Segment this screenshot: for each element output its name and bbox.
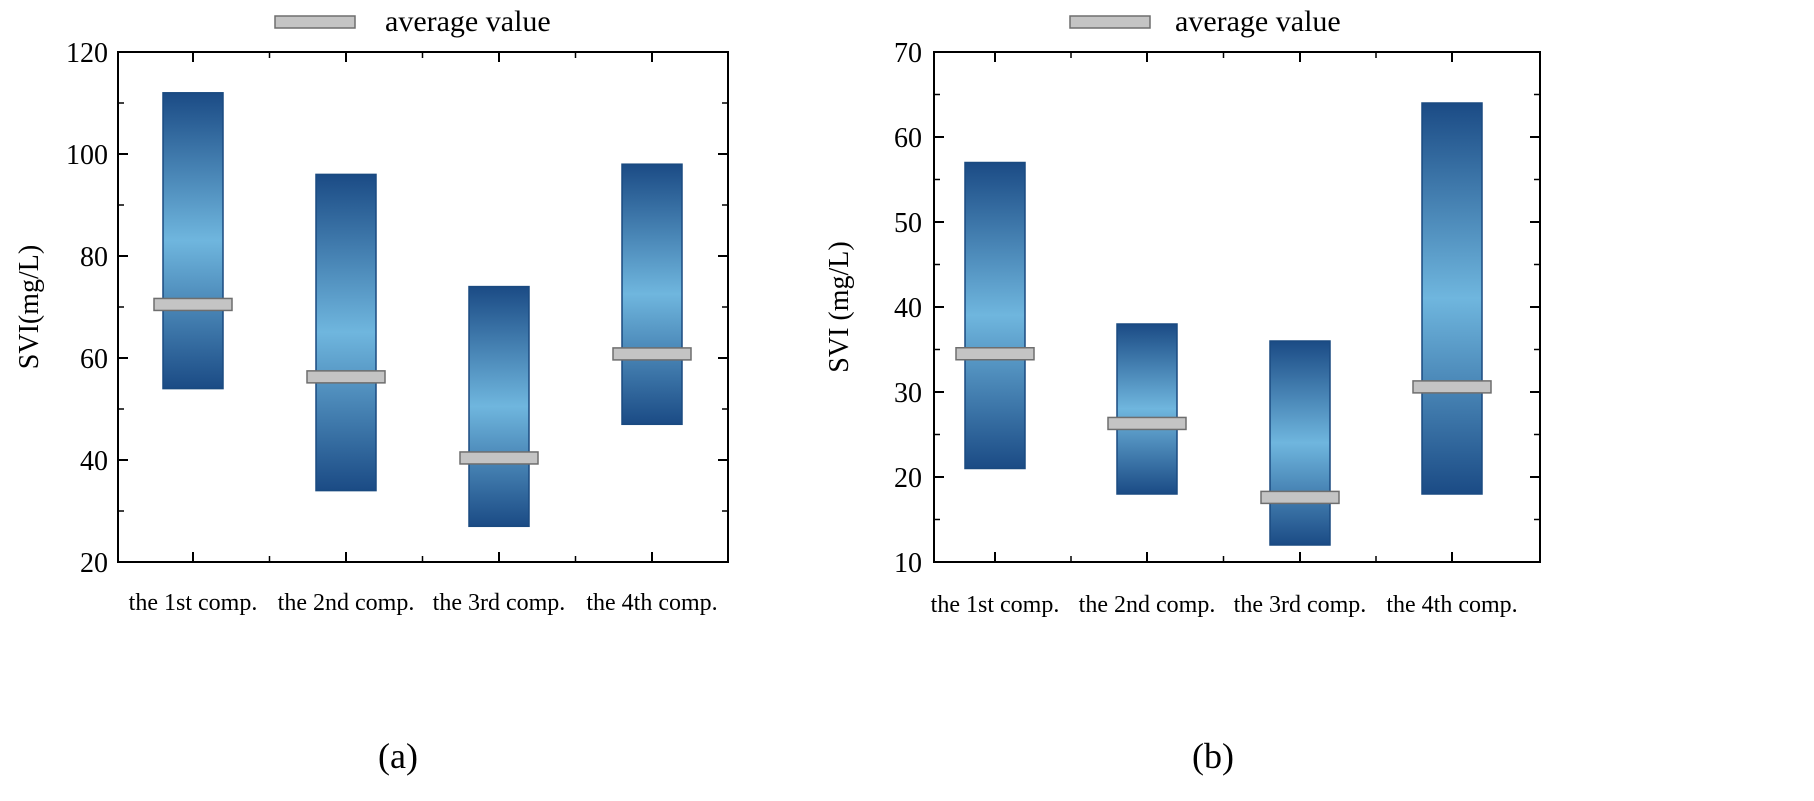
y-tick-label: 30	[894, 378, 922, 409]
range-bar	[1116, 323, 1178, 495]
average-marker	[1107, 416, 1187, 431]
average-marker	[153, 297, 233, 312]
legend: average value	[274, 5, 551, 38]
average-marker	[306, 370, 386, 384]
y-tick-label: 60	[80, 344, 108, 375]
average-marker	[1260, 490, 1340, 505]
panel-label: (b)	[1192, 736, 1234, 776]
legend-swatch	[1069, 15, 1151, 29]
y-tick-label: 20	[80, 548, 108, 579]
x-category-label: the 1st comp.	[129, 590, 258, 616]
average-marker	[612, 347, 692, 361]
panel-b: average value 10 20 30 40 50 60 70 the 1st com…	[824, 5, 1541, 776]
panel-label: (a)	[378, 736, 418, 776]
average-marker	[955, 347, 1035, 361]
x-category-label: the 2nd comp.	[1079, 592, 1216, 618]
y-tick-label: 50	[894, 208, 922, 239]
y-tick-label: 70	[894, 38, 922, 69]
y-axis-label: SVI (mg/L)	[824, 241, 855, 372]
x-category-label: the 2nd comp.	[278, 590, 415, 616]
x-category-label: the 3rd comp.	[1234, 592, 1367, 618]
y-tick-label: 10	[894, 548, 922, 579]
range-bar	[468, 285, 530, 528]
legend-label: average value	[385, 5, 551, 38]
average-marker	[459, 451, 539, 465]
x-category-label: the 3rd comp.	[433, 590, 566, 616]
y-tick-label: 60	[894, 123, 922, 154]
y-tick-label: 40	[80, 446, 108, 477]
y-axis-label: SVI(mg/L)	[14, 245, 45, 369]
x-category-label: the 4th comp.	[1386, 592, 1517, 618]
y-tick-label: 100	[66, 140, 108, 171]
x-category-label: the 1st comp.	[931, 592, 1060, 618]
average-marker	[1412, 380, 1492, 394]
range-bar	[1421, 102, 1483, 495]
legend: average value	[1069, 5, 1341, 38]
legend-swatch	[274, 15, 356, 29]
range-bar	[964, 161, 1026, 470]
range-bar	[1269, 340, 1331, 546]
y-tick-label: 40	[894, 293, 922, 324]
y-tick-label: 20	[894, 463, 922, 494]
y-tick-label: 80	[80, 242, 108, 273]
y-tick-label: 120	[66, 38, 108, 69]
range-bar	[315, 173, 377, 492]
range-bar	[162, 92, 224, 390]
legend-label: average value	[1175, 5, 1341, 38]
range-bar	[621, 163, 683, 426]
x-category-label: the 4th comp.	[586, 590, 717, 616]
panel-a: average value 20 40 60 80 100 120 the 1st com…	[14, 5, 729, 776]
